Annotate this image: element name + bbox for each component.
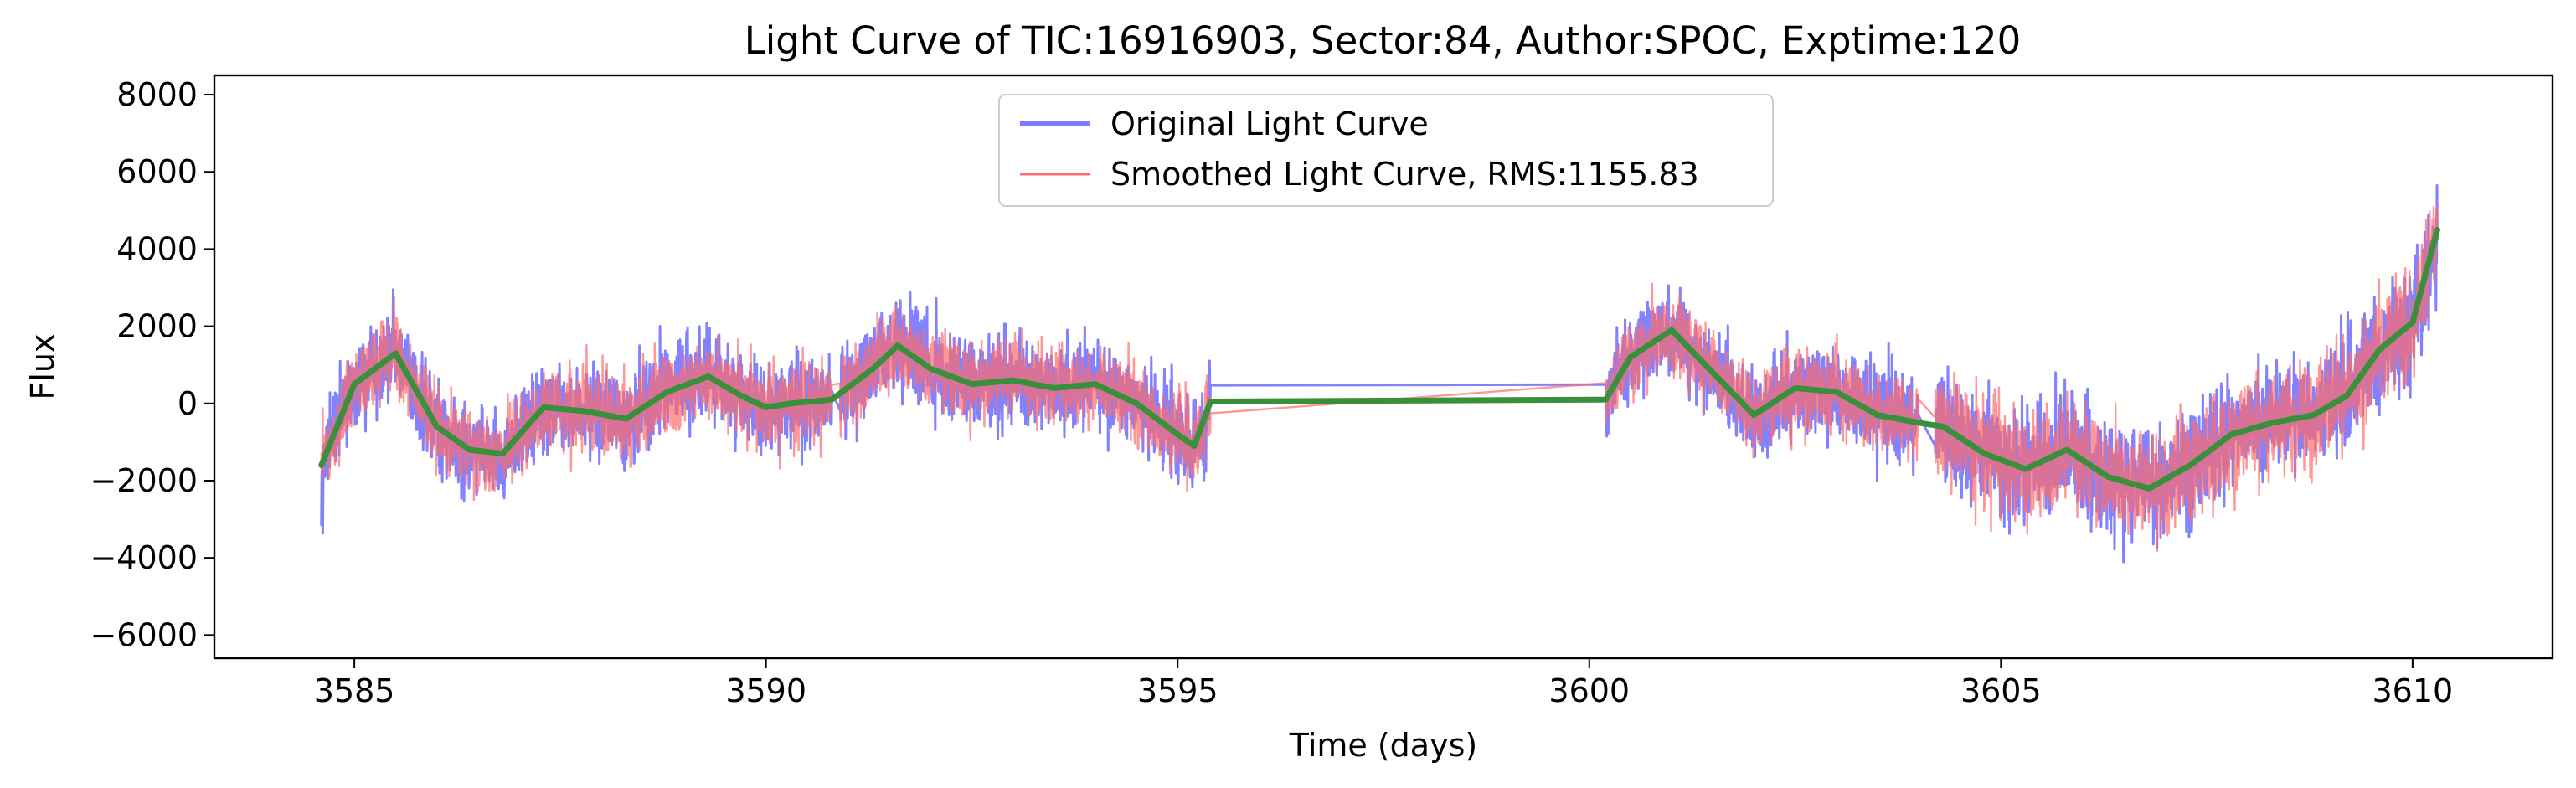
y-tick-label: 4000 xyxy=(116,230,198,267)
series-line-trend xyxy=(318,226,2440,492)
y-tick-label: −6000 xyxy=(90,616,198,653)
plot-area xyxy=(213,74,2554,660)
x-tick-label: 3585 xyxy=(314,672,395,709)
legend-label-original: Original Light Curve xyxy=(1110,106,1429,142)
x-axis-label: Time (days) xyxy=(1289,727,1477,764)
x-tick-label: 3600 xyxy=(1548,672,1630,709)
y-tick-label: 2000 xyxy=(116,308,198,345)
x-tick-label: 3590 xyxy=(725,672,806,709)
legend-box xyxy=(998,94,1774,207)
series-layer xyxy=(318,184,2440,564)
y-axis-label: Flux xyxy=(24,334,61,400)
chart-legend: Original Light Curve Smoothed Light Curv… xyxy=(998,94,1774,207)
y-tick-label: 8000 xyxy=(116,76,198,113)
x-tick-label: 3610 xyxy=(2372,672,2454,709)
y-tick-label: 0 xyxy=(178,385,198,422)
y-axis-ticks: −6000 −4000 −2000 0 2000 4000 6000 8000 xyxy=(90,76,214,653)
x-axis-ticks: 3585 3590 3595 3600 3605 3610 xyxy=(314,658,2453,709)
y-tick-label: 6000 xyxy=(116,153,198,190)
chart-title: Light Curve of TIC:16916903, Sector:84, … xyxy=(744,18,2022,63)
x-tick-label: 3605 xyxy=(1960,672,2042,709)
y-tick-label: −2000 xyxy=(90,462,198,499)
series-line-smoothed xyxy=(320,205,2439,553)
y-tick-label: −4000 xyxy=(90,539,198,576)
axes-frame xyxy=(213,74,2554,660)
legend-label-smoothed: Smoothed Light Curve, RMS:1155.83 xyxy=(1110,156,1699,193)
x-tick-label: 3595 xyxy=(1137,672,1218,709)
